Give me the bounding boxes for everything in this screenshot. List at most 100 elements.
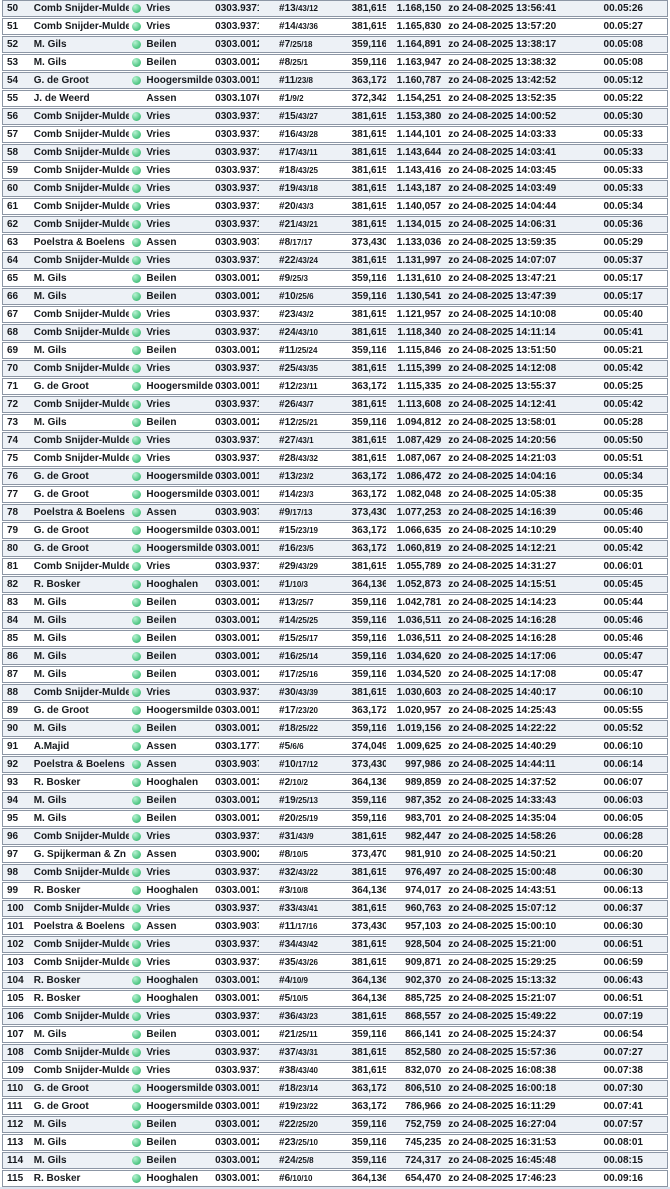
table-row[interactable]: 55 J. de Weerd Assen 0303.1076 #1/9/2 372,342… xyxy=(2,90,668,107)
speed-cell: 974,017 xyxy=(405,885,442,896)
table-row[interactable]: 64 Comb Snijder-Mulder Vries 0303.9371 #22/4… xyxy=(2,252,668,269)
city-cell: Assen xyxy=(146,759,177,770)
table-row[interactable]: 94 M. Gils Beilen 0303.0012 #19/25/13 359,116… xyxy=(2,792,668,809)
table-row[interactable]: 82 R. Bosker Hooghalen 0303.0013 #1/10/3 364,… xyxy=(2,576,668,593)
table-row[interactable]: 92 Poelstra & Boelens Assen 0303.9037 #10/17… xyxy=(2,756,668,773)
table-row[interactable]: 83 M. Gils Beilen 0303.0012 #13/25/7 359,116 1… xyxy=(2,594,668,611)
table-row[interactable]: 78 Poelstra & Boelens Assen 0303.9037 #9/17/… xyxy=(2,504,668,521)
table-row[interactable]: 66 M. Gils Beilen 0303.0012 #10/25/6 359,116 1… xyxy=(2,288,668,305)
table-row[interactable]: 62 Comb Snijder-Mulder Vries 0303.9371 #21/4… xyxy=(2,216,668,233)
table-row[interactable]: 115 R. Bosker Hooghalen 0303.0013 #6/10/10 36… xyxy=(2,1170,668,1187)
table-row[interactable]: 70 Comb Snijder-Mulder Vries 0303.9371 #25/4… xyxy=(2,360,668,377)
fancier-name-cell: Comb Snijder-Mulder xyxy=(33,903,130,914)
table-row[interactable]: 108 Comb Snijder-Mulder Vries 0303.9371 #37/… xyxy=(2,1044,668,1061)
table-row[interactable]: 103 Comb Snijder-Mulder Vries 0303.9371 #35/… xyxy=(2,954,668,971)
ring-number-cell: #15/23/19 xyxy=(259,525,352,536)
table-row[interactable]: 80 G. de Groot Hoogersmilde 0303.0011 #16/23… xyxy=(2,540,668,557)
table-row[interactable]: 91 A.Majid Assen 0303.1777 #5/6/6 374,049 1.00… xyxy=(2,738,668,755)
ring-number-main: #21 xyxy=(279,219,296,230)
table-row[interactable]: 85 M. Gils Beilen 0303.0012 #15/25/17 359,116… xyxy=(2,630,668,647)
table-row[interactable]: 59 Comb Snijder-Mulder Vries 0303.9371 #18/4… xyxy=(2,162,668,179)
table-row[interactable]: 102 Comb Snijder-Mulder Vries 0303.9371 #34/… xyxy=(2,936,668,953)
table-row[interactable]: 97 G. Spijkerman & Zn Assen 0303.9002 #8/10/… xyxy=(2,846,668,863)
time-diff-cell: 00.06:51 xyxy=(603,939,643,950)
city-cell: Hooghalen xyxy=(146,993,199,1004)
table-row[interactable]: 113 M. Gils Beilen 0303.0012 #23/25/10 359,11… xyxy=(2,1134,668,1151)
table-row[interactable]: 76 G. de Groot Hoogersmilde 0303.0011 #13/23… xyxy=(2,468,668,485)
member-code-cell: 0303.0012 xyxy=(215,633,260,644)
table-row[interactable]: 112 M. Gils Beilen 0303.0012 #22/25/20 359,11… xyxy=(2,1116,668,1133)
ring-number-sub: /43/32 xyxy=(295,454,318,463)
table-row[interactable]: 68 Comb Snijder-Mulder Vries 0303.9371 #24/4… xyxy=(2,324,668,341)
distance-cell: 381,615 xyxy=(351,453,386,464)
position-cell: 96 xyxy=(7,831,19,842)
table-row[interactable]: 71 G. de Groot Hoogersmilde 0303.0011 #12/23… xyxy=(2,378,668,395)
table-row[interactable]: 77 G. de Groot Hoogersmilde 0303.0011 #14/23… xyxy=(2,486,668,503)
table-row[interactable]: 107 M. Gils Beilen 0303.0012 #21/25/11 359,11… xyxy=(2,1026,668,1043)
table-row[interactable]: 101 Poelstra & Boelens Assen 0303.9037 #11/1… xyxy=(2,918,668,935)
time-diff-cell: 00.06:37 xyxy=(603,903,643,914)
table-row[interactable]: 106 Comb Snijder-Mulder Vries 0303.9371 #36/… xyxy=(2,1008,668,1025)
table-row[interactable]: 54 G. de Groot Hoogersmilde 0303.0011 #11/23… xyxy=(2,72,668,89)
green-status-dot-icon xyxy=(132,1102,142,1111)
ring-number-main: #22 xyxy=(279,255,296,266)
table-row[interactable]: 73 M. Gils Beilen 0303.0012 #12/25/21 359,116… xyxy=(2,414,668,431)
green-status-dot-icon xyxy=(132,688,142,697)
status-cell xyxy=(129,832,144,841)
table-row[interactable]: 90 M. Gils Beilen 0303.0012 #18/25/22 359,116… xyxy=(2,720,668,737)
table-row[interactable]: 93 R. Bosker Hooghalen 0303.0013 #2/10/2 364,… xyxy=(2,774,668,791)
ring-number-sub: /25/24 xyxy=(295,346,318,355)
member-code-cell: 0303.9371 xyxy=(215,363,260,374)
table-row[interactable]: 111 G. de Groot Hoogersmilde 0303.0011 #19/2… xyxy=(2,1098,668,1115)
table-row[interactable]: 98 Comb Snijder-Mulder Vries 0303.9371 #32/4… xyxy=(2,864,668,881)
table-row[interactable]: 58 Comb Snijder-Mulder Vries 0303.9371 #17/4… xyxy=(2,144,668,161)
ring-number-sub: /25/6 xyxy=(295,292,314,301)
fancier-name-cell: G. Spijkerman & Zn xyxy=(33,849,126,860)
table-row[interactable]: 63 Poelstra & Boelens Assen 0303.9037 #8/17/… xyxy=(2,234,668,251)
distance-cell: 381,615 xyxy=(351,111,386,122)
table-row[interactable]: 110 G. de Groot Hoogersmilde 0303.0011 #18/2… xyxy=(2,1080,668,1097)
table-row[interactable]: 96 Comb Snijder-Mulder Vries 0303.9371 #31/4… xyxy=(2,828,668,845)
table-row[interactable]: 69 M. Gils Beilen 0303.0012 #11/25/24 359,116… xyxy=(2,342,668,359)
table-row[interactable]: 79 G. de Groot Hoogersmilde 0303.0011 #15/23… xyxy=(2,522,668,539)
table-row[interactable]: 109 Comb Snijder-Mulder Vries 0303.9371 #38/… xyxy=(2,1062,668,1079)
table-row[interactable]: 50 Comb Snijder-Mulder Vries 0303.9371 #13/4… xyxy=(2,0,668,17)
table-row[interactable]: 60 Comb Snijder-Mulder Vries 0303.9371 #19/4… xyxy=(2,180,668,197)
table-row[interactable]: 88 Comb Snijder-Mulder Vries 0303.9371 #30/4… xyxy=(2,684,668,701)
table-row[interactable]: 89 G. de Groot Hoogersmilde 0303.0011 #17/23… xyxy=(2,702,668,719)
speed-cell: 982,447 xyxy=(405,831,442,842)
clocking-datetime-cell: zo 24-08-2025 14:04:44 xyxy=(448,201,557,212)
table-row[interactable]: 74 Comb Snijder-Mulder Vries 0303.9371 #27/4… xyxy=(2,432,668,449)
table-row[interactable]: 87 M. Gils Beilen 0303.0012 #17/25/16 359,116… xyxy=(2,666,668,683)
table-row[interactable]: 99 R. Bosker Hooghalen 0303.0013 #3/10/8 364,… xyxy=(2,882,668,899)
table-row[interactable]: 53 M. Gils Beilen 0303.0012 #8/25/1 359,116 1.… xyxy=(2,54,668,71)
green-status-dot-icon xyxy=(132,580,142,589)
table-row[interactable]: 61 Comb Snijder-Mulder Vries 0303.9371 #20/4… xyxy=(2,198,668,215)
status-cell xyxy=(129,256,144,265)
member-code-cell: 0303.9371 xyxy=(215,1047,260,1058)
member-code-cell: 0303.0012 xyxy=(215,795,260,806)
table-row[interactable]: 95 M. Gils Beilen 0303.0012 #20/25/19 359,116… xyxy=(2,810,668,827)
city-cell: Vries xyxy=(146,939,171,950)
table-row[interactable]: 75 Comb Snijder-Mulder Vries 0303.9371 #28/4… xyxy=(2,450,668,467)
table-row[interactable]: 72 Comb Snijder-Mulder Vries 0303.9371 #26/4… xyxy=(2,396,668,413)
clocking-datetime-cell: zo 24-08-2025 14:03:49 xyxy=(448,183,557,194)
table-row[interactable]: 67 Comb Snijder-Mulder Vries 0303.9371 #23/4… xyxy=(2,306,668,323)
table-row[interactable]: 114 M. Gils Beilen 0303.0012 #24/25/8 359,116… xyxy=(2,1152,668,1169)
table-row[interactable]: 104 R. Bosker Hooghalen 0303.0013 #4/10/9 364… xyxy=(2,972,668,989)
ring-number-main: #24 xyxy=(279,327,296,338)
table-row[interactable]: 57 Comb Snijder-Mulder Vries 0303.9371 #16/4… xyxy=(2,126,668,143)
position-cell: 73 xyxy=(7,417,19,428)
table-row[interactable]: 84 M. Gils Beilen 0303.0012 #14/25/25 359,116… xyxy=(2,612,668,629)
table-row[interactable]: 105 R. Bosker Hooghalen 0303.0013 #5/10/5 364… xyxy=(2,990,668,1007)
table-row[interactable]: 81 Comb Snijder-Mulder Vries 0303.9371 #29/4… xyxy=(2,558,668,575)
table-row[interactable]: 65 M. Gils Beilen 0303.0012 #9/25/3 359,116 1.… xyxy=(2,270,668,287)
table-row[interactable]: 52 M. Gils Beilen 0303.0012 #7/25/18 359,116 1… xyxy=(2,36,668,53)
member-code-cell: 0303.9037 xyxy=(215,237,260,248)
time-diff-cell: 00.05:33 xyxy=(603,165,643,176)
table-row[interactable]: 86 M. Gils Beilen 0303.0012 #16/25/14 359,116… xyxy=(2,648,668,665)
table-row[interactable]: 100 Comb Snijder-Mulder Vries 0303.9371 #33/… xyxy=(2,900,668,917)
table-row[interactable]: 51 Comb Snijder-Mulder Vries 0303.9371 #14/4… xyxy=(2,18,668,35)
city-cell: Vries xyxy=(146,561,171,572)
table-row[interactable]: 56 Comb Snijder-Mulder Vries 0303.9371 #15/4… xyxy=(2,108,668,125)
